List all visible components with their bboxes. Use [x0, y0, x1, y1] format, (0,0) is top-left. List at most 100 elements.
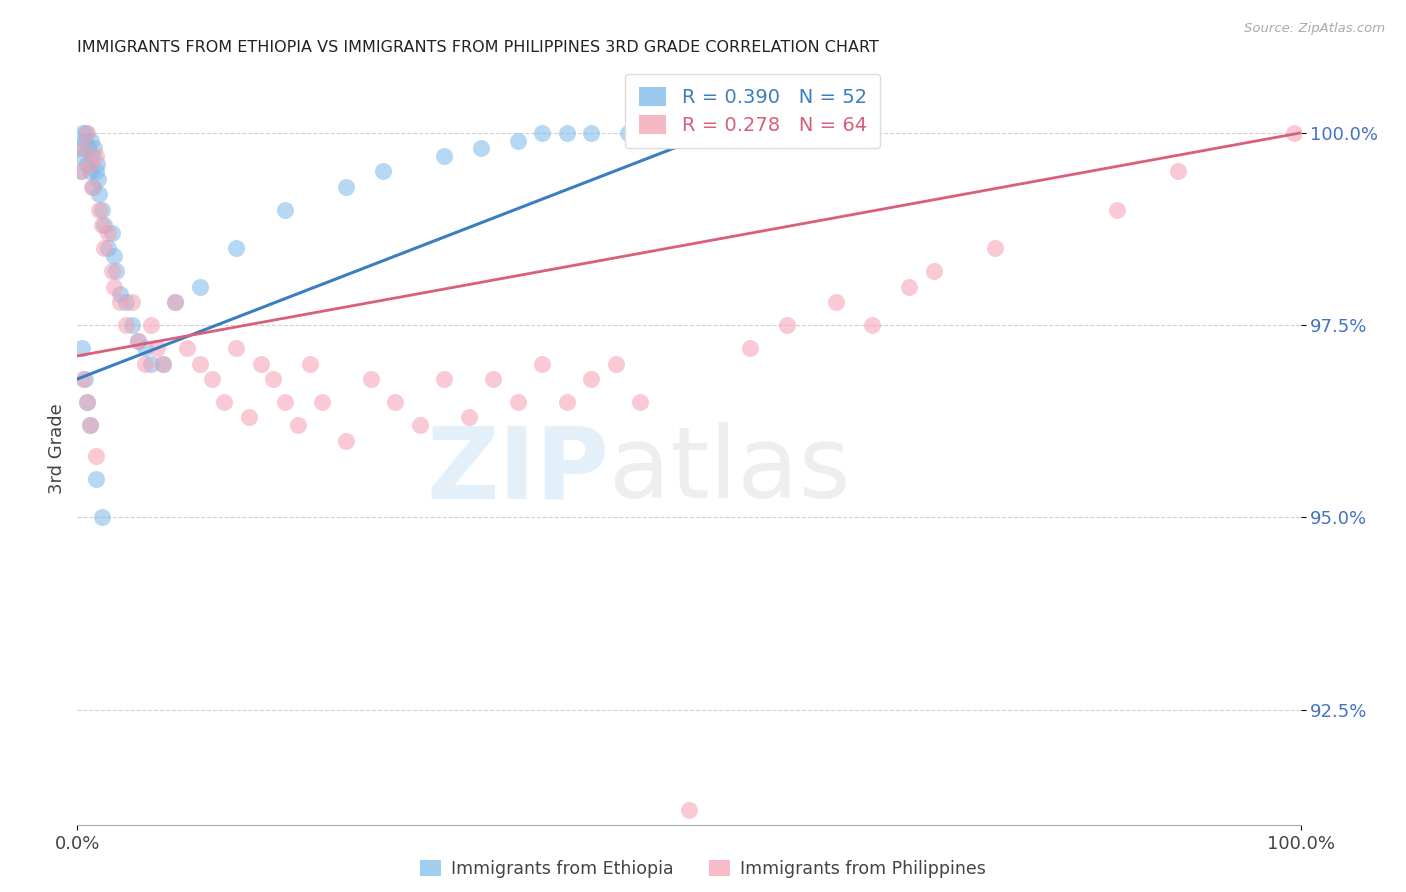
- Point: [72, 126, 94, 140]
- Point: [922, 264, 945, 278]
- Point: [79, 418, 101, 433]
- Point: [134, 341, 156, 355]
- Point: [506, 395, 529, 409]
- Point: [678, 803, 700, 817]
- Point: [776, 318, 799, 333]
- Point: [84, 472, 107, 486]
- Point: [127, 334, 149, 348]
- Point: [70, 341, 93, 355]
- Point: [188, 279, 211, 293]
- Point: [1284, 126, 1306, 140]
- Point: [506, 134, 529, 148]
- Point: [70, 149, 93, 163]
- Point: [121, 295, 143, 310]
- Point: [531, 357, 554, 371]
- Point: [188, 357, 211, 371]
- Point: [76, 156, 98, 170]
- Point: [433, 149, 456, 163]
- Point: [862, 318, 884, 333]
- Point: [72, 372, 94, 386]
- Point: [898, 279, 921, 293]
- Point: [70, 164, 93, 178]
- Point: [115, 295, 138, 310]
- Point: [83, 141, 105, 155]
- Text: Source: ZipAtlas.com: Source: ZipAtlas.com: [1244, 22, 1385, 36]
- Point: [335, 179, 357, 194]
- Point: [298, 357, 321, 371]
- Point: [73, 372, 96, 386]
- Point: [87, 172, 110, 186]
- Point: [82, 179, 104, 194]
- Point: [103, 249, 125, 263]
- Point: [984, 241, 1007, 255]
- Point: [80, 134, 103, 148]
- Point: [165, 295, 187, 310]
- Point: [1167, 164, 1189, 178]
- Point: [103, 279, 125, 293]
- Point: [100, 264, 122, 278]
- Point: [84, 149, 107, 163]
- Point: [555, 395, 578, 409]
- Point: [360, 372, 382, 386]
- Point: [335, 434, 357, 448]
- Point: [617, 126, 640, 140]
- Point: [824, 295, 846, 310]
- Point: [84, 449, 107, 463]
- Point: [90, 202, 112, 217]
- Point: [274, 202, 297, 217]
- Point: [90, 218, 112, 232]
- Point: [579, 126, 602, 140]
- Point: [274, 395, 297, 409]
- Point: [152, 357, 174, 371]
- Point: [86, 156, 108, 170]
- Point: [69, 141, 91, 155]
- Point: [108, 295, 131, 310]
- Legend: Immigrants from Ethiopia, Immigrants from Philippines: Immigrants from Ethiopia, Immigrants fro…: [415, 855, 991, 883]
- Legend: R = 0.390   N = 52, R = 0.278   N = 64: R = 0.390 N = 52, R = 0.278 N = 64: [626, 73, 880, 148]
- Point: [702, 126, 724, 140]
- Point: [262, 372, 284, 386]
- Point: [90, 510, 112, 524]
- Point: [678, 126, 700, 140]
- Point: [80, 149, 103, 163]
- Point: [73, 134, 96, 148]
- Text: ZIP: ZIP: [426, 422, 609, 519]
- Point: [76, 126, 98, 140]
- Point: [152, 357, 174, 371]
- Point: [77, 141, 100, 155]
- Point: [250, 357, 273, 371]
- Point: [433, 372, 456, 386]
- Point: [176, 341, 198, 355]
- Point: [139, 318, 162, 333]
- Point: [201, 372, 224, 386]
- Point: [409, 418, 432, 433]
- Point: [84, 164, 107, 178]
- Point: [139, 357, 162, 371]
- Point: [146, 341, 169, 355]
- Point: [93, 218, 115, 232]
- Point: [79, 418, 101, 433]
- Point: [384, 395, 406, 409]
- Point: [97, 226, 120, 240]
- Point: [108, 287, 131, 301]
- Point: [97, 241, 120, 255]
- Point: [628, 395, 651, 409]
- Point: [287, 418, 309, 433]
- Point: [115, 318, 138, 333]
- Point: [225, 341, 247, 355]
- Point: [482, 372, 505, 386]
- Point: [238, 410, 260, 425]
- Point: [311, 395, 333, 409]
- Point: [579, 372, 602, 386]
- Point: [79, 164, 101, 178]
- Point: [89, 187, 111, 202]
- Text: atlas: atlas: [609, 422, 851, 519]
- Point: [93, 241, 115, 255]
- Point: [740, 341, 762, 355]
- Point: [165, 295, 187, 310]
- Point: [89, 202, 111, 217]
- Point: [100, 226, 122, 240]
- Point: [371, 164, 394, 178]
- Text: IMMIGRANTS FROM ETHIOPIA VS IMMIGRANTS FROM PHILIPPINES 3RD GRADE CORRELATION CH: IMMIGRANTS FROM ETHIOPIA VS IMMIGRANTS F…: [77, 40, 879, 55]
- Point: [76, 395, 98, 409]
